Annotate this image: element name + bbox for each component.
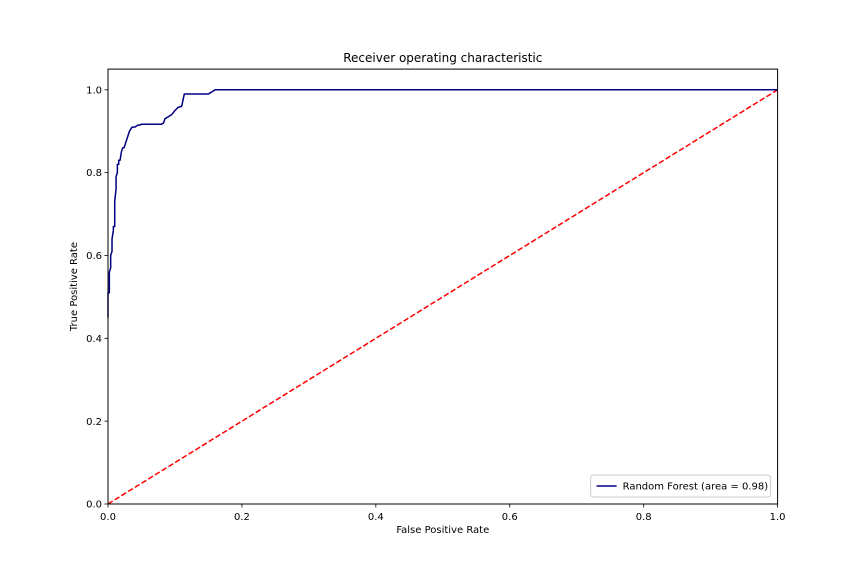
x-tick-label: 0.8 bbox=[636, 512, 652, 523]
y-tick-label: 1.0 bbox=[86, 85, 102, 96]
x-tick-label: 0.4 bbox=[368, 512, 384, 523]
plot-background bbox=[108, 69, 778, 504]
y-tick-label: 0.0 bbox=[86, 500, 102, 511]
x-axis-ticks: 0.0 0.2 0.4 0.6 0.8 1.0 bbox=[100, 504, 786, 523]
x-tick-label: 1.0 bbox=[770, 512, 786, 523]
x-tick-label: 0.2 bbox=[234, 512, 250, 523]
y-axis-ticks: 0.0 0.2 0.4 0.6 0.8 1.0 bbox=[86, 85, 108, 511]
axes-frame bbox=[107, 68, 779, 505]
y-axis-label: True Positive Rate bbox=[69, 242, 80, 332]
series-layer bbox=[107, 89, 778, 505]
x-axis-label: False Positive Rate bbox=[396, 525, 489, 536]
roc-curve-line bbox=[107, 89, 778, 318]
chart-title: Receiver operating characteristic bbox=[343, 51, 542, 65]
plot-area bbox=[108, 69, 778, 504]
x-tick-label: 0.0 bbox=[100, 512, 116, 523]
random-baseline-line bbox=[107, 89, 778, 505]
y-tick-label: 0.2 bbox=[86, 417, 102, 428]
x-tick-label: 0.6 bbox=[502, 512, 518, 523]
y-tick-label: 0.6 bbox=[86, 251, 102, 262]
legend-label-random-forest: Random Forest (area = 0.98) bbox=[623, 482, 769, 493]
legend: Random Forest (area = 0.98) bbox=[590, 474, 772, 498]
y-tick-label: 0.8 bbox=[86, 168, 102, 179]
y-tick-label: 0.4 bbox=[86, 334, 102, 345]
legend-box bbox=[590, 474, 772, 498]
